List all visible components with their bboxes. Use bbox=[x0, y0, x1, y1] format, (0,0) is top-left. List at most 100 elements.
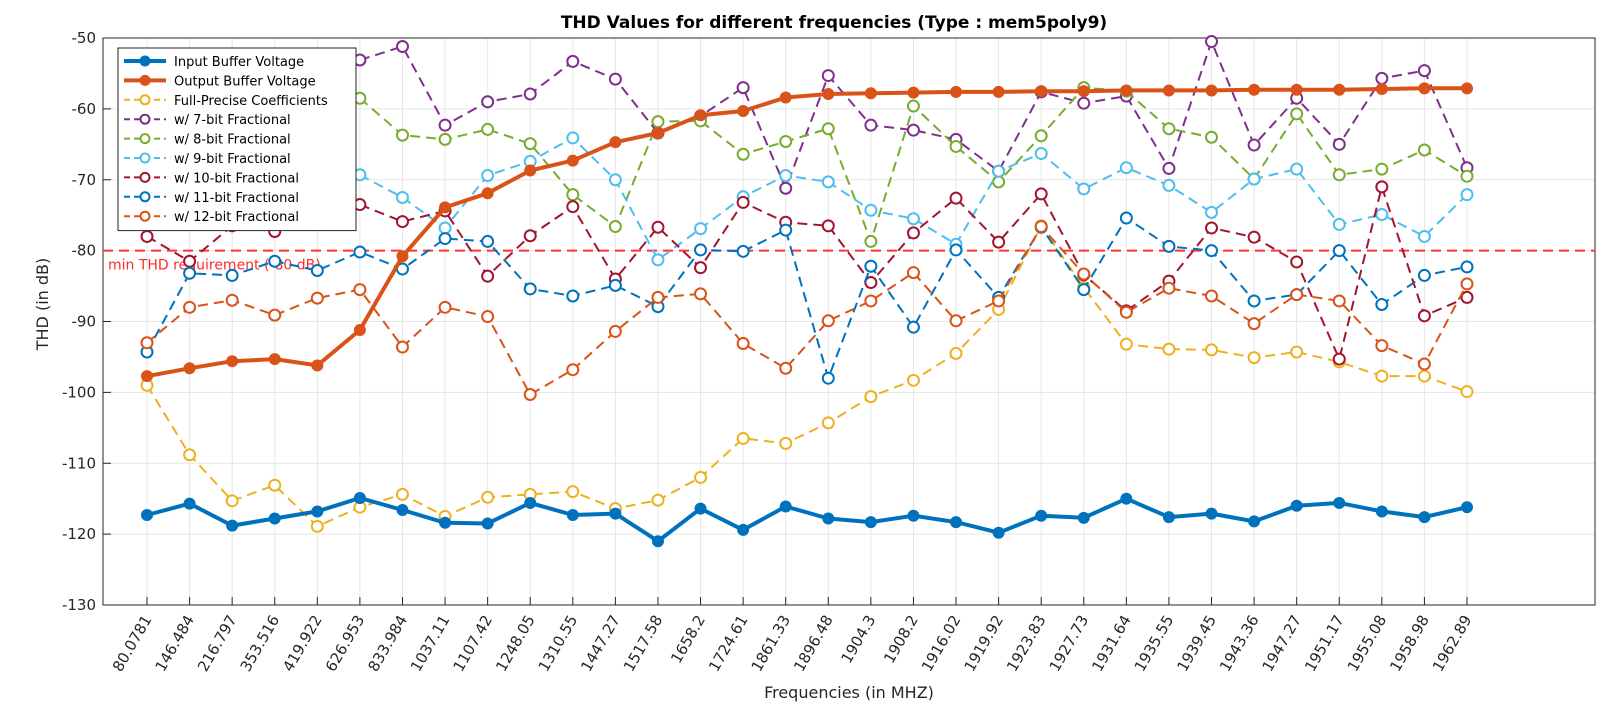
series-line bbox=[146, 86, 1467, 379]
data-point bbox=[566, 363, 580, 377]
data-point bbox=[1375, 505, 1388, 518]
data-point bbox=[1417, 64, 1431, 78]
series-7 bbox=[140, 211, 1474, 385]
data-point bbox=[1290, 83, 1303, 96]
data-point bbox=[1332, 137, 1346, 151]
data-point bbox=[992, 175, 1006, 189]
data-point bbox=[906, 320, 920, 334]
data-point bbox=[949, 346, 963, 360]
data-point bbox=[1119, 161, 1133, 175]
data-point bbox=[1205, 130, 1219, 144]
data-point bbox=[1205, 84, 1218, 97]
data-point bbox=[950, 516, 963, 529]
data-point bbox=[395, 340, 409, 354]
legend-entry-label: Full-Precise Coefficients bbox=[174, 94, 328, 109]
data-point bbox=[353, 245, 367, 259]
data-point bbox=[779, 134, 793, 148]
data-point bbox=[141, 508, 153, 521]
data-point bbox=[1375, 83, 1388, 96]
data-point bbox=[736, 336, 750, 350]
data-point bbox=[566, 54, 580, 68]
data-point bbox=[694, 287, 708, 301]
legend-entry-label: w/ 9-bit Fractional bbox=[174, 152, 291, 167]
data-point bbox=[1290, 255, 1304, 269]
data-point bbox=[821, 314, 835, 328]
data-point bbox=[651, 493, 665, 507]
data-point bbox=[310, 519, 324, 533]
data-point bbox=[1162, 178, 1176, 192]
data-point bbox=[1077, 283, 1091, 297]
data-point bbox=[310, 263, 324, 277]
y-tick-label: -110 bbox=[62, 454, 96, 472]
data-point bbox=[481, 95, 495, 109]
data-point bbox=[1418, 511, 1431, 524]
legend-swatch-marker bbox=[139, 113, 151, 125]
data-point bbox=[1162, 84, 1175, 97]
data-point bbox=[1460, 260, 1474, 274]
data-point bbox=[1034, 220, 1048, 234]
legend-entry-label: w/ 12-bit Fractional bbox=[174, 210, 299, 225]
x-tick-label: 1962.89 bbox=[1429, 612, 1476, 675]
data-point bbox=[1460, 188, 1474, 202]
data-point bbox=[1077, 267, 1091, 281]
data-point bbox=[183, 300, 197, 314]
data-point bbox=[1248, 515, 1261, 528]
x-tick-label: 1310.55 bbox=[535, 612, 582, 675]
data-point bbox=[906, 266, 920, 280]
series-line bbox=[146, 225, 1468, 396]
x-tick-label: 833.984 bbox=[364, 612, 411, 675]
data-point bbox=[822, 87, 835, 100]
data-point bbox=[1418, 82, 1431, 95]
series-2 bbox=[140, 219, 1474, 533]
data-point bbox=[949, 139, 963, 153]
data-point bbox=[439, 516, 452, 529]
data-point bbox=[226, 519, 239, 532]
y-tick-label: -80 bbox=[72, 242, 97, 260]
data-point bbox=[1375, 297, 1389, 311]
data-point bbox=[353, 324, 366, 337]
data-point bbox=[523, 282, 537, 296]
data-point bbox=[1460, 277, 1474, 291]
series-8 bbox=[140, 220, 1474, 402]
series-0 bbox=[141, 491, 1473, 548]
data-point bbox=[821, 122, 835, 136]
x-tick-label: 1861.33 bbox=[748, 612, 795, 675]
data-point bbox=[438, 232, 452, 246]
data-point bbox=[992, 294, 1006, 308]
data-point bbox=[906, 212, 920, 226]
data-point bbox=[992, 235, 1006, 249]
y-tick-label: -90 bbox=[72, 313, 97, 331]
data-point bbox=[1333, 496, 1346, 509]
data-point bbox=[141, 370, 153, 383]
data-point bbox=[1077, 511, 1090, 524]
data-point bbox=[481, 269, 495, 283]
data-point bbox=[438, 132, 452, 146]
x-tick-label: 1958.98 bbox=[1386, 612, 1433, 675]
data-point bbox=[268, 353, 281, 366]
data-point bbox=[1247, 230, 1261, 244]
x-tick-label: 1935.55 bbox=[1131, 612, 1178, 675]
data-point bbox=[1332, 217, 1346, 231]
x-axis-ticks: 80.0781146.484216.797353.516419.922626.9… bbox=[109, 597, 1476, 675]
data-point bbox=[268, 512, 281, 525]
data-point bbox=[694, 261, 708, 275]
y-tick-label: -50 bbox=[72, 29, 97, 47]
legend-entry-label: Input Buffer Voltage bbox=[174, 55, 304, 70]
legend-entry-label: w/ 10-bit Fractional bbox=[174, 171, 299, 186]
series-line bbox=[146, 224, 1468, 528]
data-point bbox=[1417, 369, 1431, 383]
data-point bbox=[481, 122, 495, 136]
data-point bbox=[1205, 205, 1219, 219]
data-point bbox=[1119, 305, 1133, 319]
legend-swatch-marker bbox=[139, 133, 151, 145]
data-point bbox=[1162, 161, 1176, 175]
data-point bbox=[1205, 35, 1219, 49]
series-6 bbox=[140, 180, 1474, 366]
legend-swatch-marker bbox=[139, 74, 151, 86]
data-point bbox=[737, 105, 750, 118]
data-point bbox=[906, 373, 920, 387]
data-point bbox=[651, 535, 664, 548]
data-point bbox=[821, 69, 835, 83]
chart-title: THD Values for different frequencies (Ty… bbox=[561, 13, 1107, 33]
data-point bbox=[1162, 342, 1176, 356]
